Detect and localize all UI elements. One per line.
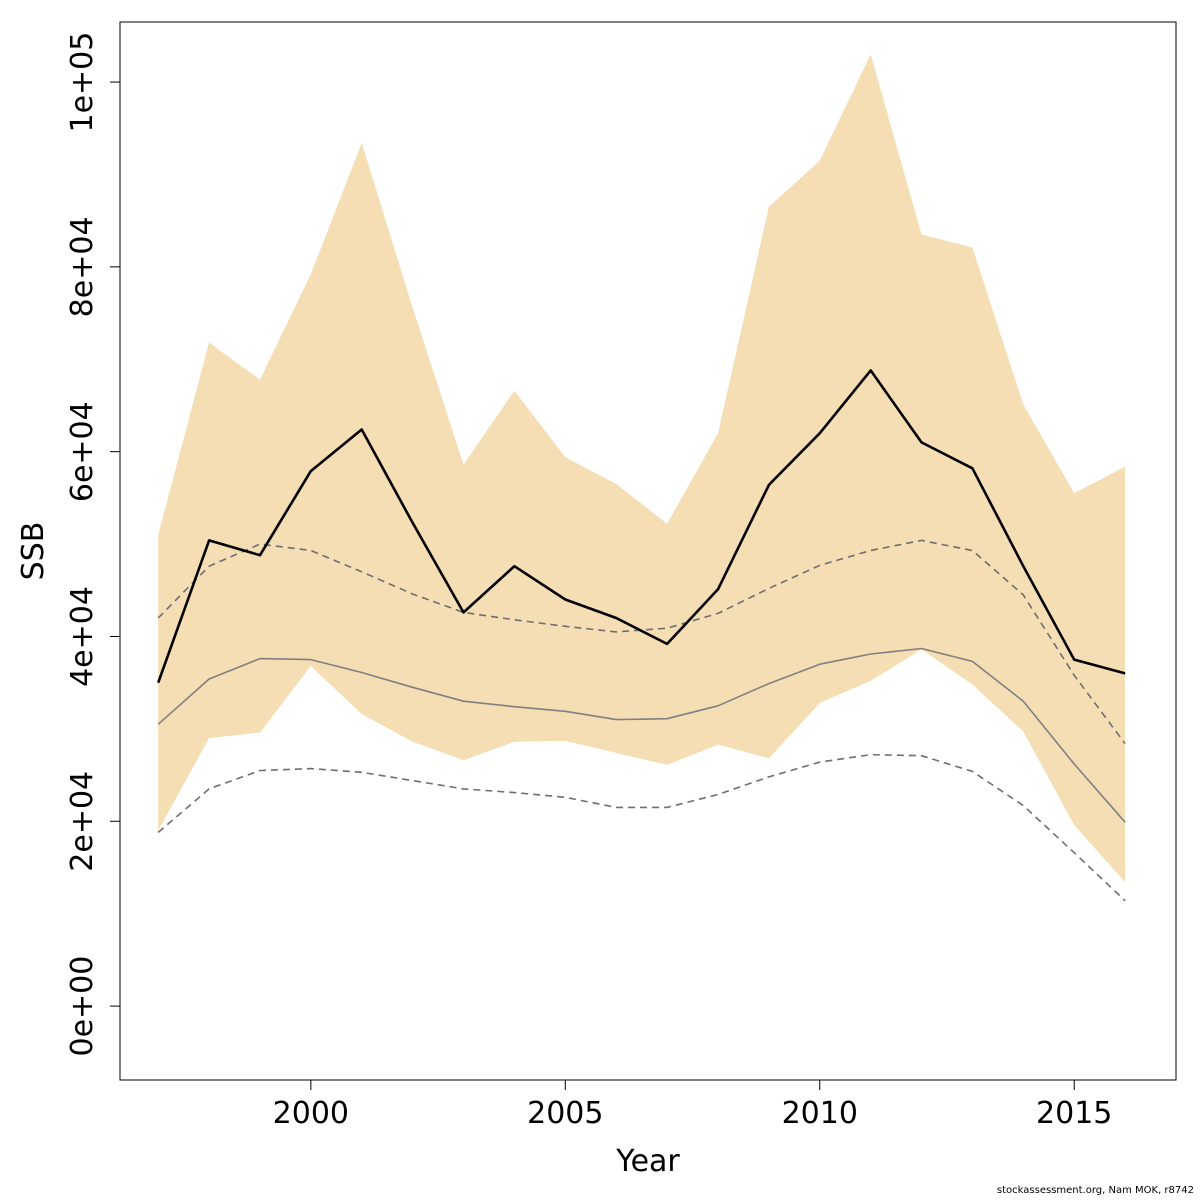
x-axis-title: Year (615, 1144, 680, 1179)
footnote: stockassessment.org, Nam MOK, r8742 (996, 1185, 1194, 1196)
series-line-4 (157, 753, 1126, 902)
x-tick-label: 2000 (273, 1096, 349, 1131)
x-tick-label: 2005 (527, 1096, 603, 1131)
y-tick-label: 1e+05 (65, 32, 100, 133)
y-axis-title: SSB (16, 522, 51, 581)
confidence-band (158, 54, 1126, 883)
x-tick-label: 2010 (782, 1096, 858, 1131)
y-tick-label: 8e+04 (65, 216, 100, 317)
x-axis: 2000 2005 2010 2015 (273, 1079, 1112, 1131)
y-axis: 0e+00 2e+04 4e+04 6e+04 8e+04 1e+05 (65, 32, 121, 1057)
y-tick-label: 2e+04 (65, 771, 100, 872)
confidence-band-layer (158, 54, 1126, 883)
y-tick-label: 4e+04 (65, 586, 100, 687)
y-tick-label: 0e+00 (65, 956, 100, 1057)
series-line-1 (156, 369, 1126, 684)
series-line-2 (157, 647, 1126, 823)
x-tick-label: 2015 (1036, 1096, 1112, 1131)
series-layer (156, 369, 1126, 902)
y-tick-label: 6e+04 (65, 401, 100, 502)
